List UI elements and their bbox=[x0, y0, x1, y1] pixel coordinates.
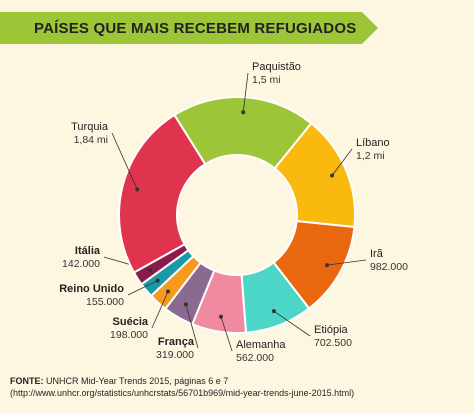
label-value-8: 142.000 bbox=[62, 258, 100, 270]
label-value-7: 155.000 bbox=[86, 296, 124, 308]
label-name-2: Irã bbox=[370, 248, 384, 260]
label-name-3: Etiópia bbox=[314, 324, 349, 336]
label-value-0: 1,5 mi bbox=[252, 74, 281, 86]
leader-dot-3 bbox=[271, 309, 276, 314]
leader-dot-8 bbox=[148, 268, 153, 273]
slice-9 bbox=[118, 113, 207, 274]
label-name-5: França bbox=[158, 336, 195, 348]
label-name-8: Itália bbox=[75, 245, 101, 257]
label-name-7: Reino Unido bbox=[59, 283, 124, 295]
leader-line-3 bbox=[273, 310, 311, 337]
label-value-1: 1,2 mi bbox=[356, 150, 385, 162]
leader-dot-5 bbox=[183, 302, 188, 307]
leader-dot-1 bbox=[330, 173, 335, 178]
source-line2: (http://www.unhcr.org/statistics/unhcrst… bbox=[10, 388, 355, 398]
leader-line-0 bbox=[242, 72, 249, 113]
leader-dot-6 bbox=[166, 289, 171, 294]
slice-0 bbox=[173, 96, 313, 170]
leader-line-2 bbox=[326, 259, 367, 266]
source-note: FONTE: UNHCR Mid-Year Trends 2015, págin… bbox=[10, 375, 354, 399]
leader-line-5 bbox=[185, 304, 199, 349]
leader-dot-7 bbox=[155, 278, 160, 283]
label-name-9: Turquia bbox=[71, 121, 109, 133]
leader-line-9 bbox=[111, 132, 138, 190]
label-value-3: 702.500 bbox=[314, 337, 352, 349]
leader-line-7 bbox=[127, 280, 158, 296]
leader-dot-4 bbox=[218, 314, 223, 319]
leader-line-1 bbox=[331, 148, 353, 176]
leader-dot-9 bbox=[135, 187, 140, 192]
leader-dot-0 bbox=[241, 110, 246, 115]
leader-line-4 bbox=[220, 316, 233, 352]
title-banner: PAÍSES QUE MAIS RECEBEM REFUGIADOS bbox=[0, 12, 378, 44]
label-name-6: Suécia bbox=[113, 316, 149, 328]
label-value-9: 1,84 mi bbox=[74, 134, 108, 146]
leader-line-6 bbox=[151, 291, 169, 329]
chart-title: PAÍSES QUE MAIS RECEBEM REFUGIADOS bbox=[34, 20, 357, 37]
leader-dot-2 bbox=[324, 263, 329, 268]
label-value-5: 319.000 bbox=[156, 349, 194, 361]
source-label: FONTE: bbox=[10, 376, 44, 386]
label-value-4: 562.000 bbox=[236, 352, 274, 364]
source-line1: UNHCR Mid-Year Trends 2015, páginas 6 e … bbox=[46, 376, 229, 386]
label-name-1: Líbano bbox=[356, 137, 390, 149]
label-name-4: Alemanha bbox=[236, 339, 286, 351]
label-value-2: 982.000 bbox=[370, 261, 408, 273]
label-name-0: Paquistão bbox=[252, 61, 301, 73]
label-value-6: 198.000 bbox=[110, 329, 148, 341]
